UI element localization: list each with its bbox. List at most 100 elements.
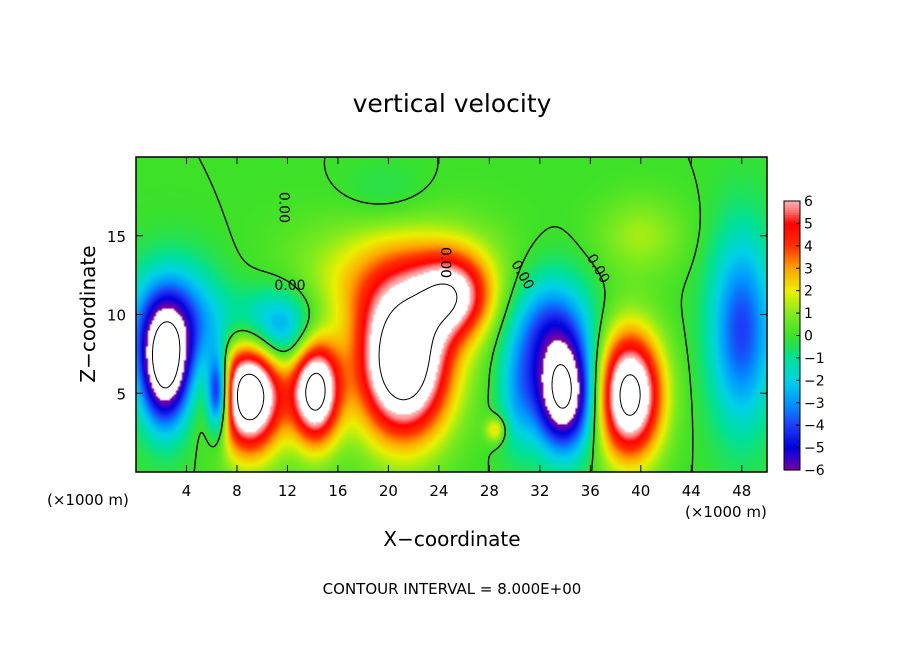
colorbar-swatch — [784, 317, 800, 321]
colorbar-swatch — [784, 241, 800, 245]
colorbar-swatch — [784, 203, 800, 207]
colorbar-swatch — [784, 346, 800, 350]
colorbar-swatch — [784, 362, 800, 366]
x-unit-label-left: (×1000 m) — [47, 491, 129, 509]
colorbar-swatch — [784, 301, 800, 305]
colorbar-swatch — [784, 337, 800, 341]
y-tick-label: 5 — [116, 385, 126, 403]
colorbar-swatch — [784, 422, 800, 426]
colorbar-swatch — [784, 420, 800, 424]
x-axis-label: X−coordinate — [383, 527, 520, 551]
colorbar-swatch — [784, 201, 800, 204]
x-tick-label: 4 — [182, 482, 192, 500]
colorbar-label: −2 — [804, 373, 825, 389]
colorbar-swatch — [784, 239, 800, 242]
colorbar-swatch — [784, 218, 800, 222]
colorbar-swatch — [784, 331, 800, 334]
colorbar-swatch — [784, 266, 800, 269]
colorbar-swatch — [784, 252, 800, 256]
colorbar-swatch — [784, 315, 800, 319]
colorbar-swatch — [784, 295, 800, 298]
colorbar-swatch — [784, 268, 800, 272]
colorbar-swatch — [784, 366, 800, 370]
colorbar-swatch — [784, 369, 800, 372]
colorbar-swatch — [784, 440, 800, 444]
x-tick-label: 20 — [379, 482, 398, 500]
colorbar-swatch — [784, 438, 800, 442]
x-unit-label-right: (×1000 m) — [685, 503, 767, 521]
colorbar-swatch — [784, 209, 800, 213]
colorbar-swatch — [784, 387, 800, 390]
y-axis: 5 10 15 — [107, 228, 767, 403]
colorbar-swatch — [784, 357, 800, 361]
y-axis-label: Z−coordinate — [76, 245, 100, 382]
colorbar-swatch — [784, 416, 800, 420]
x-tick-label: 12 — [278, 482, 297, 500]
colorbar-label: 1 — [804, 306, 813, 322]
colorbar-swatch — [784, 465, 800, 469]
colorbar-label: 4 — [804, 239, 813, 255]
colorbar-swatch — [784, 306, 800, 310]
colorbar-swatch — [784, 304, 800, 307]
colorbar-swatch — [784, 461, 800, 464]
colorbar-swatch — [784, 257, 800, 260]
colorbar-swatch — [784, 259, 800, 263]
colorbar-swatch — [784, 371, 800, 375]
colorbar-swatch — [784, 308, 800, 312]
colorbar-swatch — [784, 223, 800, 227]
colorbar-swatch — [784, 443, 800, 446]
colorbar-swatch — [784, 335, 800, 339]
colorbar-swatch — [784, 245, 800, 249]
colorbar-label: 5 — [804, 216, 813, 232]
x-tick-label: 16 — [328, 482, 347, 500]
colorbar-swatch — [784, 313, 800, 316]
heatmap-field — [136, 157, 767, 472]
colorbar-swatch — [784, 279, 800, 283]
y-tick-label: 15 — [107, 228, 126, 246]
colorbar-swatch — [784, 364, 800, 368]
colorbar-swatch — [784, 396, 800, 399]
colorbar-swatch — [784, 353, 800, 357]
colorbar-swatch — [784, 463, 800, 467]
colorbar-swatch — [784, 404, 800, 408]
colorbar-swatch — [784, 333, 800, 337]
contour-line — [152, 321, 572, 409]
colorbar-swatch — [784, 272, 800, 276]
x-tick-label: 48 — [732, 482, 751, 500]
colorbar-swatch — [784, 281, 800, 285]
colorbar-label: 6 — [804, 194, 813, 210]
colorbar-swatch — [784, 431, 800, 435]
colorbar-swatch — [784, 418, 800, 422]
colorbar-swatch — [784, 225, 800, 229]
colorbar-swatch — [784, 243, 800, 247]
colorbar-swatch — [784, 290, 800, 294]
colorbar-swatch — [784, 288, 800, 292]
colorbar-swatch — [784, 221, 800, 225]
colorbar-swatch — [784, 355, 800, 359]
colorbar-swatch — [784, 373, 800, 377]
x-tick-label: 28 — [480, 482, 499, 500]
colorbar-swatch — [784, 283, 800, 287]
contour-interval-note: CONTOUR INTERVAL = 8.000E+00 — [323, 580, 582, 598]
colorbar-swatch — [784, 407, 800, 411]
colorbar-swatch — [784, 458, 800, 462]
colorbar-swatch — [784, 250, 800, 254]
x-tick-label: 32 — [530, 482, 549, 500]
colorbar-swatch — [784, 274, 800, 278]
contour-label: 0.00 — [437, 247, 453, 278]
colorbar-swatch — [784, 384, 800, 388]
colorbar: 6 5 4 3 2 1 0 −1 −2 −3 −4 −5 −6 — [783, 194, 825, 479]
colorbar-swatch — [784, 447, 800, 451]
colorbar-swatch — [784, 454, 800, 458]
colorbar-swatch — [784, 263, 800, 267]
colorbar-swatch — [784, 236, 800, 240]
colorbar-label: −3 — [804, 396, 825, 412]
colorbar-swatch — [784, 277, 800, 281]
colorbar-label: −1 — [804, 351, 825, 367]
colorbar-swatch — [784, 328, 800, 332]
colorbar-label: −5 — [804, 441, 825, 457]
x-tick-label: 36 — [581, 482, 600, 500]
colorbar-swatch — [784, 270, 800, 274]
colorbar-swatch — [784, 411, 800, 415]
